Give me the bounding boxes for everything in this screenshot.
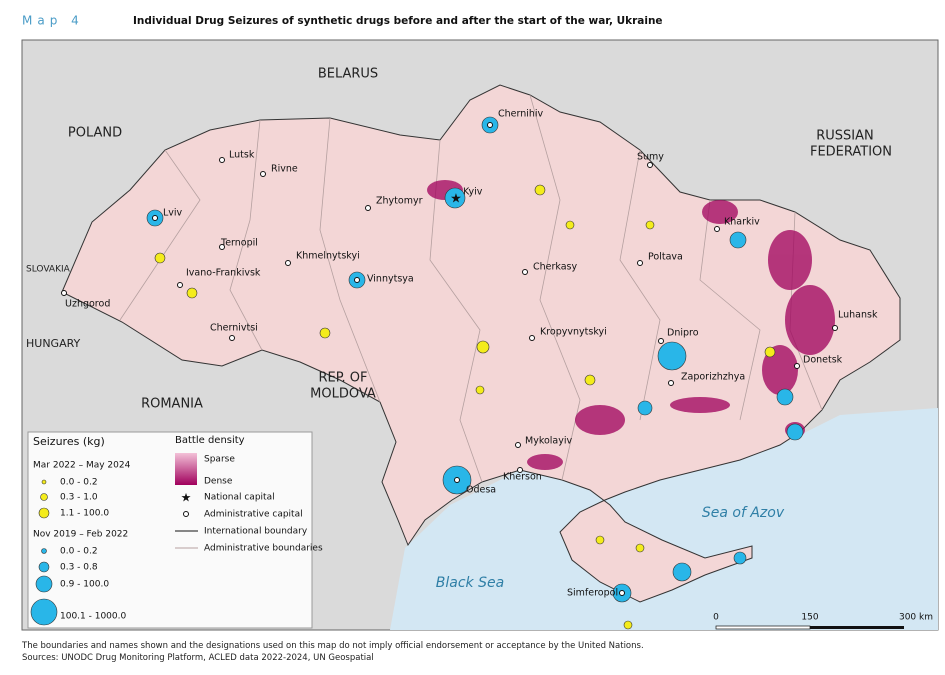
city-label: Ternopil — [220, 238, 258, 249]
city-label: Kherson — [503, 472, 542, 483]
legend-item: Dense — [204, 477, 233, 487]
legend-box — [27, 431, 313, 629]
legend-class: 0.9 - 100.0 — [60, 580, 109, 590]
country-label: REP. OF — [318, 371, 367, 386]
legend-class: 0.3 - 0.8 — [60, 563, 98, 573]
country-label: MOLDOVA — [310, 387, 376, 402]
battle-density — [427, 180, 835, 470]
scale-label: 300 km — [899, 613, 933, 623]
city-label: Chernihiv — [498, 109, 544, 120]
city-label: Kyiv — [463, 187, 483, 198]
map-title: Individual Drug Seizures of synthetic dr… — [133, 15, 663, 27]
city-label: Khmelnytskyi — [296, 251, 360, 262]
legend-title: Seizures (kg) — [33, 435, 105, 448]
legend-symbol — [35, 575, 53, 593]
country-label: HUNGARY — [26, 337, 81, 350]
legend-symbol: ★ — [181, 491, 192, 505]
city-label: Kropyvnytskyi — [540, 327, 607, 338]
legend-symbol — [40, 493, 48, 501]
legend-item: International boundary — [204, 527, 308, 537]
admin-boundaries — [119, 94, 823, 483]
legend-item: National capital — [204, 493, 275, 503]
legend-symbol — [41, 548, 47, 554]
city-label: Ivano-Frankivsk — [186, 268, 261, 279]
footer-note: The boundaries and names shown and the d… — [22, 641, 644, 651]
map-label: Map 4 — [22, 14, 84, 28]
sea — [390, 408, 938, 630]
legend-item: Sparse — [204, 455, 235, 465]
footer: The boundaries and names shown and the d… — [22, 640, 644, 664]
footer-note: Sources: UNODC Drug Monitoring Platform,… — [22, 653, 374, 663]
city-labels: Chernihiv Sumy Lutsk Rivne Kyiv Zhytomyr… — [65, 109, 878, 599]
city-label: Luhansk — [838, 310, 878, 321]
map: Map 4 Individual Drug Seizures of synthe… — [21, 14, 939, 631]
legend-class: 1.1 - 100.0 — [60, 509, 109, 519]
scale-segment — [810, 626, 904, 629]
city-label: Zaporizhzhya — [681, 372, 745, 383]
battle-gradient — [175, 453, 197, 485]
legend-class: 0.0 - 0.2 — [60, 547, 98, 557]
scale-segment — [715, 625, 811, 630]
seizure-symbols — [146, 116, 804, 630]
country-label: FEDERATION — [810, 145, 892, 160]
legend-class: 100.1 - 1000.0 — [60, 612, 126, 622]
legend-symbol — [183, 511, 189, 517]
city-label: Poltava — [648, 252, 683, 263]
legend-item: Administrative boundaries — [204, 544, 323, 554]
legend-class: 0.3 - 1.0 — [60, 493, 98, 503]
country-label: BELARUS — [318, 67, 378, 82]
legend-title: Battle density — [175, 435, 245, 446]
legend: Seizures (kg) Mar 2022 – May 2024 0.0 - … — [27, 431, 323, 629]
city-label: Sumy — [637, 152, 664, 163]
city-label: Chernivtsi — [210, 323, 258, 334]
city-label: Zhytomyr — [376, 196, 423, 207]
city-label: Rivne — [271, 164, 298, 175]
country-label: POLAND — [68, 126, 122, 141]
city-label: Mykolayiv — [525, 436, 573, 447]
city-label: Donetsk — [803, 355, 843, 366]
admin-capitals — [61, 122, 838, 596]
city-label: Uzhgorod — [65, 299, 110, 310]
scale-label: 150 — [801, 613, 818, 623]
legend-symbol — [38, 507, 50, 519]
scale-label: 0 — [713, 613, 719, 623]
legend-period: Nov 2019 – Feb 2022 — [33, 530, 128, 540]
legend-period: Mar 2022 – May 2024 — [33, 461, 131, 471]
national-capital: ★ — [450, 192, 462, 207]
city-label: Odesa — [466, 485, 496, 496]
country-label: ROMANIA — [141, 397, 203, 412]
country-label: RUSSIAN — [816, 129, 874, 144]
legend-item: Administrative capital — [204, 510, 303, 520]
city-label: Cherkasy — [533, 262, 578, 273]
sea-label: Sea of Azov — [702, 505, 785, 521]
legend-symbol — [38, 561, 50, 573]
city-label: Lviv — [163, 208, 183, 219]
city-label: Vinnytsya — [367, 274, 414, 285]
country-label: SLOVAKIA — [26, 265, 71, 275]
city-label: Kharkiv — [724, 217, 760, 228]
legend-symbol — [41, 479, 47, 485]
city-label: Lutsk — [229, 150, 255, 161]
legend-class: 0.0 - 0.2 — [60, 478, 98, 488]
scale-bar: 0 150 300 km — [713, 613, 933, 630]
sea-label: Black Sea — [436, 575, 504, 591]
legend-symbol — [30, 598, 58, 626]
city-label: Simferopol — [567, 588, 618, 599]
city-label: Dnipro — [667, 328, 699, 339]
